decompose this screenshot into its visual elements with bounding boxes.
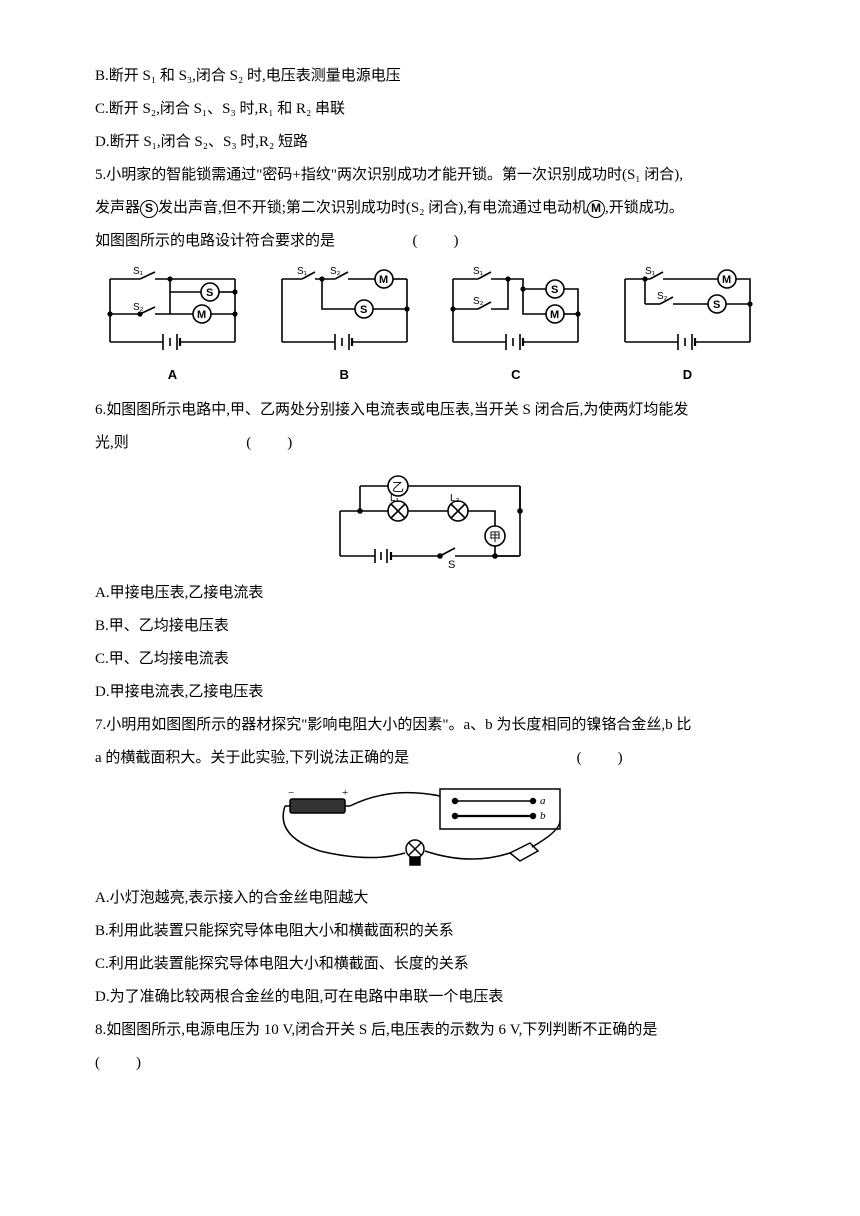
svg-text:S₂: S₂ bbox=[330, 266, 341, 277]
svg-text:S₁: S₁ bbox=[473, 266, 484, 277]
svg-text:S₂: S₂ bbox=[657, 291, 668, 302]
q7-figure: − + a b bbox=[95, 781, 765, 876]
q7-stem-line1: 7.小明用如图图所示的器材探究"影响电阻大小的因素"。a、b 为长度相同的镍铬合… bbox=[95, 709, 765, 742]
svg-text:S₁: S₁ bbox=[645, 266, 656, 277]
q8-paren: ( ) bbox=[95, 1047, 765, 1080]
motor-icon: M bbox=[587, 200, 605, 218]
q5-stem-pre: 发声器 bbox=[95, 200, 140, 216]
svg-text:L₁: L₁ bbox=[390, 493, 400, 504]
q5-circuit-b: M S₁ S₂ S B bbox=[267, 264, 422, 390]
q5-figure-row: S₁ S S₂ M A bbox=[95, 264, 765, 390]
q7-option-c: C.利用此装置能探究导体电阻大小和横截面、长度的关系 bbox=[95, 948, 765, 981]
svg-text:+: + bbox=[342, 787, 348, 799]
q6-option-d: D.甲接电流表,乙接电压表 bbox=[95, 676, 765, 709]
svg-text:M: M bbox=[722, 274, 731, 286]
svg-text:甲: 甲 bbox=[489, 530, 501, 544]
svg-text:b: b bbox=[540, 810, 546, 822]
q5-label-a: A bbox=[95, 361, 250, 390]
svg-text:S₂: S₂ bbox=[133, 302, 144, 313]
q5-label-b: B bbox=[267, 361, 422, 390]
svg-text:S: S bbox=[448, 559, 455, 571]
svg-text:S: S bbox=[551, 284, 558, 296]
q4-option-d: D.断开 S₁,闭合 S₂、S₃ 时,R₂ 短路 bbox=[95, 126, 765, 159]
q7-paren: ( ) bbox=[577, 742, 625, 775]
svg-text:S: S bbox=[713, 299, 720, 311]
q5-stem-line1: 5.小明家的智能锁需通过"密码+指纹"两次识别成功才能开锁。第一次识别成功时(S… bbox=[95, 159, 765, 192]
q6-paren: ( ) bbox=[246, 427, 294, 460]
q5-stem-line2: 发声器S发出声音,但不开锁;第二次识别成功时(S₂ 闭合),有电流通过电动机M,… bbox=[95, 192, 765, 225]
svg-text:S₁: S₁ bbox=[133, 266, 144, 277]
svg-text:S: S bbox=[360, 304, 367, 316]
q4-option-b: B.断开 S₁ 和 S₃,闭合 S₂ 时,电压表测量电源电压 bbox=[95, 60, 765, 93]
q5-circuit-c: S₁ S M S₂ bbox=[438, 264, 593, 390]
q6-option-b: B.甲、乙均接电压表 bbox=[95, 610, 765, 643]
q7-option-a: A.小灯泡越亮,表示接入的合金丝电阻越大 bbox=[95, 882, 765, 915]
q6-figure: 乙 L₁ L₂ 甲 S bbox=[95, 466, 765, 571]
q7-option-d: D.为了准确比较两根合金丝的电阻,可在电路中串联一个电压表 bbox=[95, 981, 765, 1014]
sound-icon: S bbox=[140, 200, 158, 218]
svg-text:L₂: L₂ bbox=[450, 493, 460, 504]
q5-stem-line3: 如图图所示的电路设计符合要求的是 ( ) bbox=[95, 225, 765, 258]
q6-option-c: C.甲、乙均接电流表 bbox=[95, 643, 765, 676]
q5-label-d: D bbox=[610, 361, 765, 390]
svg-text:S: S bbox=[206, 287, 213, 299]
q5-label-c: C bbox=[438, 361, 593, 390]
q5-stem-c: 如图图所示的电路设计符合要求的是 bbox=[95, 233, 335, 249]
q5-paren: ( ) bbox=[413, 225, 461, 258]
svg-text:M: M bbox=[550, 309, 559, 321]
svg-text:M: M bbox=[379, 274, 388, 286]
svg-text:S₂: S₂ bbox=[473, 296, 484, 307]
q7-option-b: B.利用此装置只能探究导体电阻大小和横截面积的关系 bbox=[95, 915, 765, 948]
q6-stem-b: 光,则 bbox=[95, 435, 129, 451]
q8-stem: 8.如图图所示,电源电压为 10 V,闭合开关 S 后,电压表的示数为 6 V,… bbox=[95, 1014, 765, 1047]
q5-circuit-a: S₁ S S₂ M A bbox=[95, 264, 250, 390]
q5-stem-post: ,开锁成功。 bbox=[605, 200, 684, 216]
q6-stem-line2: 光,则 ( ) bbox=[95, 427, 765, 460]
svg-text:乙: 乙 bbox=[392, 480, 404, 494]
q7-stem-b: a 的横截面积大。关于此实验,下列说法正确的是 bbox=[95, 750, 409, 766]
svg-text:M: M bbox=[197, 309, 206, 321]
svg-text:a: a bbox=[540, 795, 546, 807]
q6-option-a: A.甲接电压表,乙接电流表 bbox=[95, 577, 765, 610]
q7-stem-line2: a 的横截面积大。关于此实验,下列说法正确的是 ( ) bbox=[95, 742, 765, 775]
svg-text:S₁: S₁ bbox=[297, 266, 308, 277]
q5-circuit-d: S₁ M S₂ S D bbox=[610, 264, 765, 390]
q5-stem-mid: 发出声音,但不开锁;第二次识别成功时(S₂ 闭合),有电流通过电动机 bbox=[158, 200, 587, 216]
q6-stem-line1: 6.如图图所示电路中,甲、乙两处分别接入电流表或电压表,当开关 S 闭合后,为使… bbox=[95, 394, 765, 427]
svg-text:−: − bbox=[288, 787, 294, 799]
q4-option-c: C.断开 S₂,闭合 S₁、S₃ 时,R₁ 和 R₂ 串联 bbox=[95, 93, 765, 126]
